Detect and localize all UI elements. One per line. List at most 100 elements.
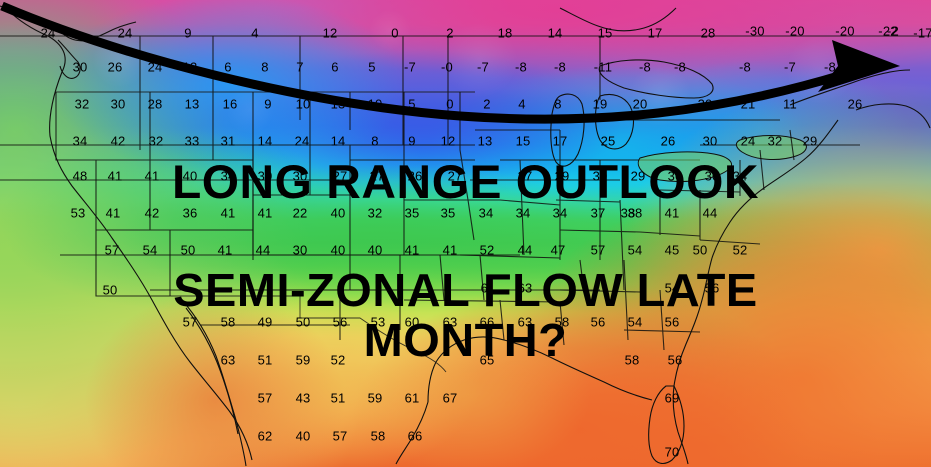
temperature-value: 30 (702, 133, 718, 149)
temperature-value: 22 (292, 205, 308, 221)
temperature-value: 61 (404, 390, 420, 406)
temperature-value: 41 (257, 205, 273, 221)
temperature-value: 63 (442, 314, 458, 330)
temperature-value: 52 (479, 242, 495, 258)
temperature-value: 41 (105, 205, 121, 221)
temperature-value: 56 (667, 352, 683, 368)
temperature-value: 8 (554, 96, 562, 112)
temperature-value: 43 (295, 390, 311, 406)
temperature-value: -7 (784, 59, 796, 75)
temperature-value: 28 (147, 96, 163, 112)
temperature-value: 57 (590, 242, 606, 258)
temperature-value: 36 (182, 205, 198, 221)
temperature-value: 40 (330, 242, 346, 258)
temperature-value: -30 (745, 23, 765, 39)
temperature-value: 30 (292, 168, 308, 184)
temperature-value: 57 (104, 242, 120, 258)
temperature-value: 8 (261, 59, 269, 75)
temperature-value: 26 (407, 168, 423, 184)
temperature-value: 25 (600, 133, 616, 149)
temperature-value: -8 (674, 59, 686, 75)
temperature-value: 32 (367, 205, 383, 221)
temperature-value: 44 (517, 242, 533, 258)
temperature-value: 34 (515, 205, 531, 221)
temperature-value: 33 (184, 133, 200, 149)
gulf-of-california (186, 308, 238, 434)
mexico-east-coastline (396, 402, 428, 464)
temperature-value: 30 (257, 168, 273, 184)
temperature-value: 38 (620, 205, 636, 221)
temperature-value: 38 (627, 205, 643, 221)
temperature-value: 17 (552, 133, 568, 149)
temperature-value: 41 (107, 168, 123, 184)
temperature-value: 27 (332, 168, 348, 184)
temperature-value: 10 (295, 96, 311, 112)
temperature-value: 24 (294, 133, 310, 149)
temperature-value: -8 (739, 59, 751, 75)
temperature-value: 66 (407, 428, 423, 444)
temperature-value: 13 (184, 96, 200, 112)
temperature-value: 42 (110, 133, 126, 149)
temperature-value: 30 (667, 168, 683, 184)
temperature-value: 35 (404, 205, 420, 221)
temperature-value: 34 (732, 168, 748, 184)
temperature-value: 26 (660, 133, 676, 149)
temperature-value: 31 (220, 133, 236, 149)
temperature-value: 56 (590, 314, 606, 330)
temperature-value: 57 (257, 390, 273, 406)
temperature-value: 16 (222, 96, 238, 112)
jet-stream-arrow-shaft (0, 1, 847, 124)
temperature-value: -7 (404, 59, 416, 75)
atlantic-coastline (673, 120, 838, 464)
temperature-value: 41 (144, 168, 160, 184)
temperature-value: 34 (72, 133, 88, 149)
temperature-value: 6 (224, 59, 232, 75)
temperature-value: -2 (887, 23, 899, 39)
temperature-value: 58 (624, 352, 640, 368)
temperature-value: 53 (370, 314, 386, 330)
temperature-value: 42 (144, 205, 160, 221)
temperature-value: 0 (391, 25, 399, 41)
lake-superior (599, 60, 713, 98)
temperature-value: 53 (70, 205, 86, 221)
puget-sound-coast (58, 40, 80, 78)
temperature-value: 56 (664, 314, 680, 330)
temperature-value: 59 (367, 390, 383, 406)
temperature-value: 9 (264, 96, 272, 112)
temperature-value: 54 (142, 242, 158, 258)
temperature-value: 13 (477, 133, 493, 149)
temperature-value: 51 (330, 390, 346, 406)
temperature-value: 4 (251, 25, 259, 41)
temperature-value: 30 (592, 168, 608, 184)
temperature-value: 61 (480, 280, 496, 296)
temperature-value: 44 (255, 242, 271, 258)
temperature-value: 50 (102, 282, 118, 298)
temperature-value: -22 (878, 23, 898, 39)
temperature-value: 63 (220, 352, 236, 368)
temperature-value: 8 (371, 133, 379, 149)
temperature-value: 32 (767, 133, 783, 149)
temperature-value: 47 (550, 242, 566, 258)
temperature-value: 40 (330, 205, 346, 221)
temperature-value: 18 (497, 25, 513, 41)
temperature-value: 2 (483, 96, 491, 112)
temperature-value: 41 (404, 242, 420, 258)
temperature-value: -8 (824, 59, 836, 75)
temperature-value: 41 (217, 242, 233, 258)
temperature-value: 45 (664, 242, 680, 258)
maritimes-coastline (856, 104, 930, 128)
temperature-value: 67 (442, 390, 458, 406)
temperature-value: 15 (597, 25, 613, 41)
temperature-value: 4 (518, 96, 526, 112)
temperature-value: 41 (442, 242, 458, 258)
temperature-value: 50 (295, 314, 311, 330)
temperature-value: 29 (630, 168, 646, 184)
temperature-value: 30 (72, 59, 88, 75)
temperature-value: 41 (664, 205, 680, 221)
temperature-value: 11 (783, 96, 797, 112)
temperature-value: 5 (368, 59, 376, 75)
temperature-value: 65 (479, 352, 495, 368)
temperature-value: 70 (664, 444, 680, 460)
